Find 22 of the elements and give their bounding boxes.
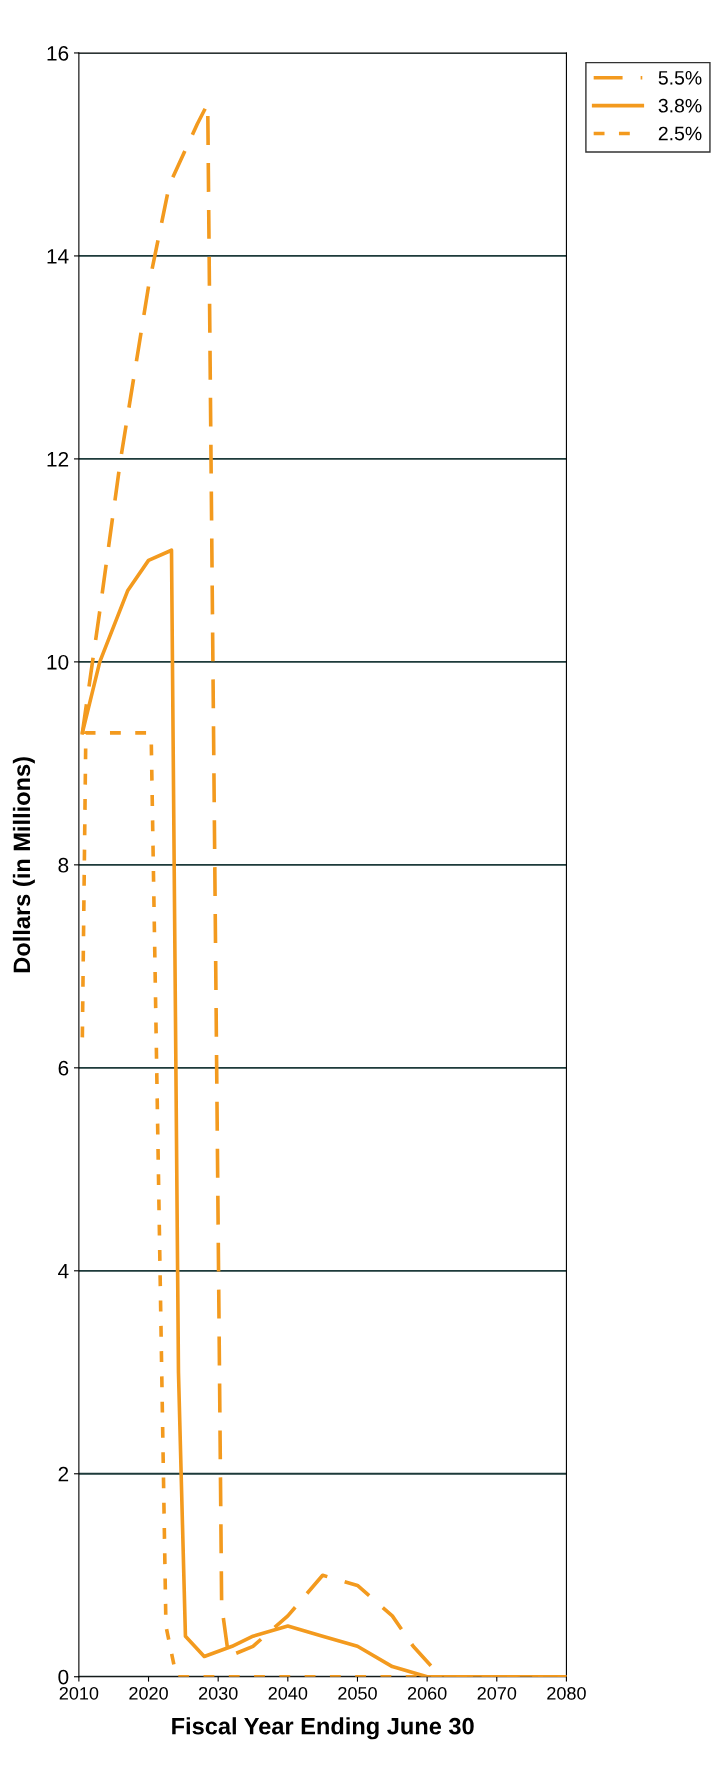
y-tick-label: 2 <box>58 1466 69 1482</box>
y-tick-label: 10 <box>47 654 69 670</box>
legend-label: 2.5% <box>658 126 702 141</box>
x-tick-label: 2080 <box>547 1686 586 1700</box>
legend-label: 3.8% <box>658 98 702 113</box>
x-tick-label: 2060 <box>407 1686 447 1700</box>
y-tick-label: 8 <box>58 857 69 873</box>
y-axis-title: Dollars (in Millions) <box>12 757 35 973</box>
y-tick-label: 16 <box>47 45 69 61</box>
y-tick-label: 6 <box>58 1060 69 1076</box>
y-tick-label: 0 <box>58 1669 69 1685</box>
y-tick-label: 4 <box>58 1264 69 1279</box>
legend-label: 5.5% <box>658 71 702 85</box>
x-tick-label: 2020 <box>129 1686 168 1700</box>
y-tick-label: 12 <box>47 451 69 467</box>
x-tick-label: 2010 <box>59 1686 99 1700</box>
x-tick-label: 2070 <box>477 1686 517 1700</box>
x-tick-label: 2040 <box>268 1686 308 1700</box>
x-axis-title: Fiscal Year Ending June 30 <box>172 1717 474 1740</box>
x-tick-label: 2050 <box>338 1686 377 1700</box>
x-tick-label: 2030 <box>199 1686 238 1700</box>
y-tick-label: 14 <box>47 249 69 264</box>
